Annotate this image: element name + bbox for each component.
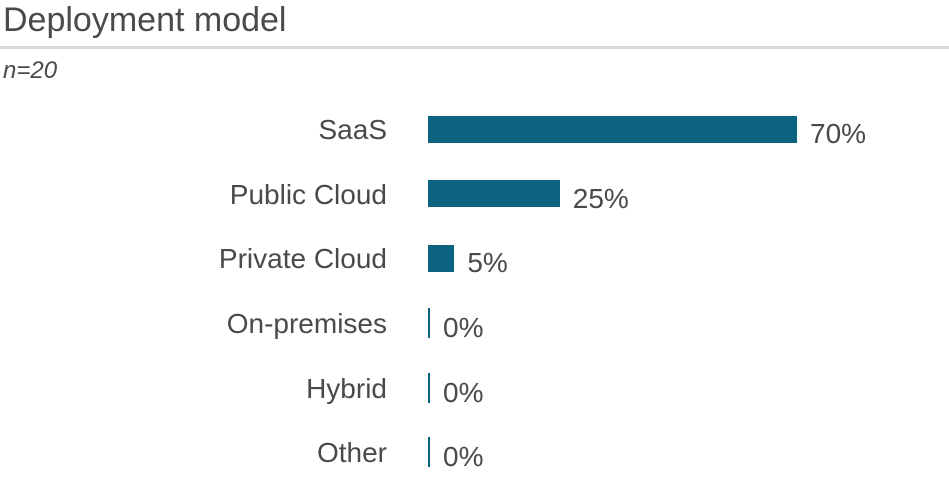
bar xyxy=(428,244,455,272)
sample-size-note: n=20 xyxy=(3,57,58,84)
bar-cell: 0% xyxy=(428,436,483,472)
value-label: 70% xyxy=(810,118,867,150)
category-label: Other xyxy=(316,437,387,469)
chart-title: Deployment model xyxy=(3,1,287,39)
chart-row: Public Cloud 25% xyxy=(0,162,949,227)
bar-cell: 25% xyxy=(428,178,629,214)
bar xyxy=(428,180,560,208)
category-label: Public Cloud xyxy=(229,178,387,210)
bar-cell: 0% xyxy=(428,372,483,408)
value-label: 0% xyxy=(443,376,484,408)
category-label: On-premises xyxy=(226,308,387,340)
value-label: 0% xyxy=(443,312,484,344)
category-label: Private Cloud xyxy=(218,243,387,275)
chart-row: Other 0% xyxy=(0,420,949,482)
bar-chart: SaaS 70% Public Cloud 25% Private Cloud … xyxy=(0,97,949,482)
bar xyxy=(428,308,430,339)
bar xyxy=(428,115,797,143)
bar-cell: 70% xyxy=(428,113,866,149)
chart-row: Private Cloud 5% xyxy=(0,226,949,291)
category-label: Hybrid xyxy=(306,372,387,404)
title-divider xyxy=(0,46,949,49)
chart-row: Hybrid 0% xyxy=(0,355,949,420)
bar-cell: 5% xyxy=(428,242,508,278)
bar-cell: 0% xyxy=(428,307,483,343)
chart-row: SaaS 70% xyxy=(0,97,949,162)
bar xyxy=(428,437,430,468)
value-label: 5% xyxy=(467,247,508,279)
value-label: 25% xyxy=(572,182,629,214)
category-label: SaaS xyxy=(318,114,388,146)
bar xyxy=(428,372,430,403)
value-label: 0% xyxy=(443,441,484,473)
chart-row: On-premises 0% xyxy=(0,291,949,356)
